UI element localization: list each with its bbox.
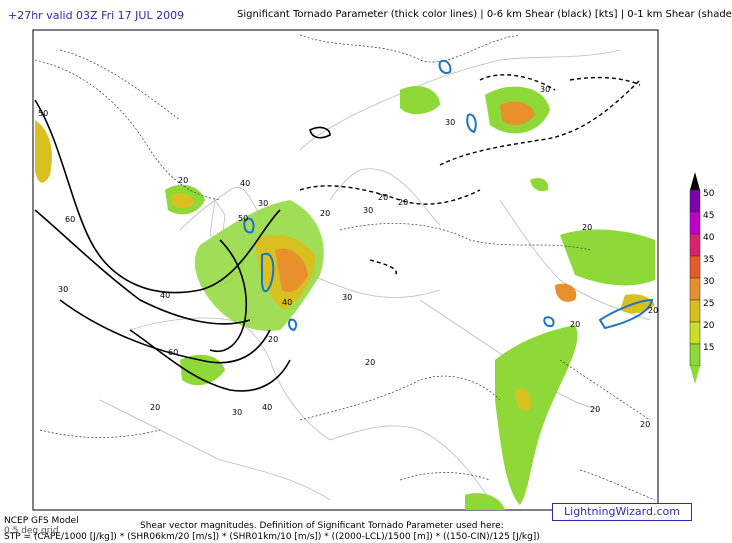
grid-note: 0.5 deg grid [4,526,59,536]
contour-label: 20 [398,198,408,207]
legend-label: 45 [703,211,714,221]
contour-label: 20 [590,405,600,414]
legend-label: 25 [703,299,714,309]
legend-label: 40 [703,233,715,243]
legend-label: 35 [703,255,714,265]
formula: STP = (CAPE/1000 [J/kg]) * (SHR06km/20 [… [4,532,540,542]
legend-swatch [689,211,701,235]
contour-label: 30 [232,408,242,417]
legend-label: 50 [703,189,715,199]
contour-label: 30 [540,85,550,94]
legend-arrow [690,366,700,384]
contour-label: 60 [168,348,178,357]
legend-label: 20 [703,321,715,331]
logo: LightningWizard.com [552,503,692,521]
contour-label: 20 [365,358,375,367]
shear-01km-lines [34,34,656,501]
contour-label: 20 [570,320,580,329]
legend-swatch [689,189,701,213]
contour-label: 20 [268,335,278,344]
legend-label: 15 [703,343,714,353]
contour-label: 20 [378,193,388,202]
contour-label: 30 [58,285,68,294]
legend-swatch [689,233,701,257]
legend-swatch [689,299,701,323]
legend-swatch [689,321,701,345]
contour-label: 50 [38,109,48,118]
contour-label: 50 [238,214,248,223]
shear-06km-contours [34,99,331,392]
valid-time: +27hr valid 03Z Fri 17 JUL 2009 [8,9,185,22]
map-frame [32,29,659,511]
contour-label: 40 [282,298,292,307]
description: Significant Tornado Parameter (thick col… [237,9,732,20]
contour-label: 30 [342,293,352,302]
shear-06km-dashed [299,74,641,276]
contour-label: 20 [648,306,658,315]
definition: Shear vector magnitudes. Definition of S… [140,521,504,531]
contour-label: 20 [640,420,650,429]
contour-label: 30 [445,118,455,127]
contour-label: 40 [240,179,250,188]
contour-label: 40 [262,403,272,412]
contour-label: 40 [160,291,170,300]
contour-label: 20 [582,223,592,232]
legend: 50 45 40 35 30 25 20 15 [689,172,715,384]
legend-swatch [689,343,701,367]
legend-swatch [689,277,701,301]
contour-label: 20 [178,176,188,185]
contour-label: 30 [258,199,268,208]
contour-labels: 50 40 60 30 20 40 50 30 20 30 20 60 30 40 20 30 20 30 40 20… [38,85,658,429]
shear-shading [35,85,655,510]
contour-label: 20 [320,209,330,218]
stp-contours [243,59,654,332]
contour-label: 30 [363,206,373,215]
contour-label: 20 [150,403,160,412]
model-name: NCEP GFS Model [4,516,79,526]
contour-label: 60 [65,215,75,224]
legend-label: 30 [703,277,715,287]
legend-swatch [689,255,701,279]
legend-arrow [690,172,700,190]
